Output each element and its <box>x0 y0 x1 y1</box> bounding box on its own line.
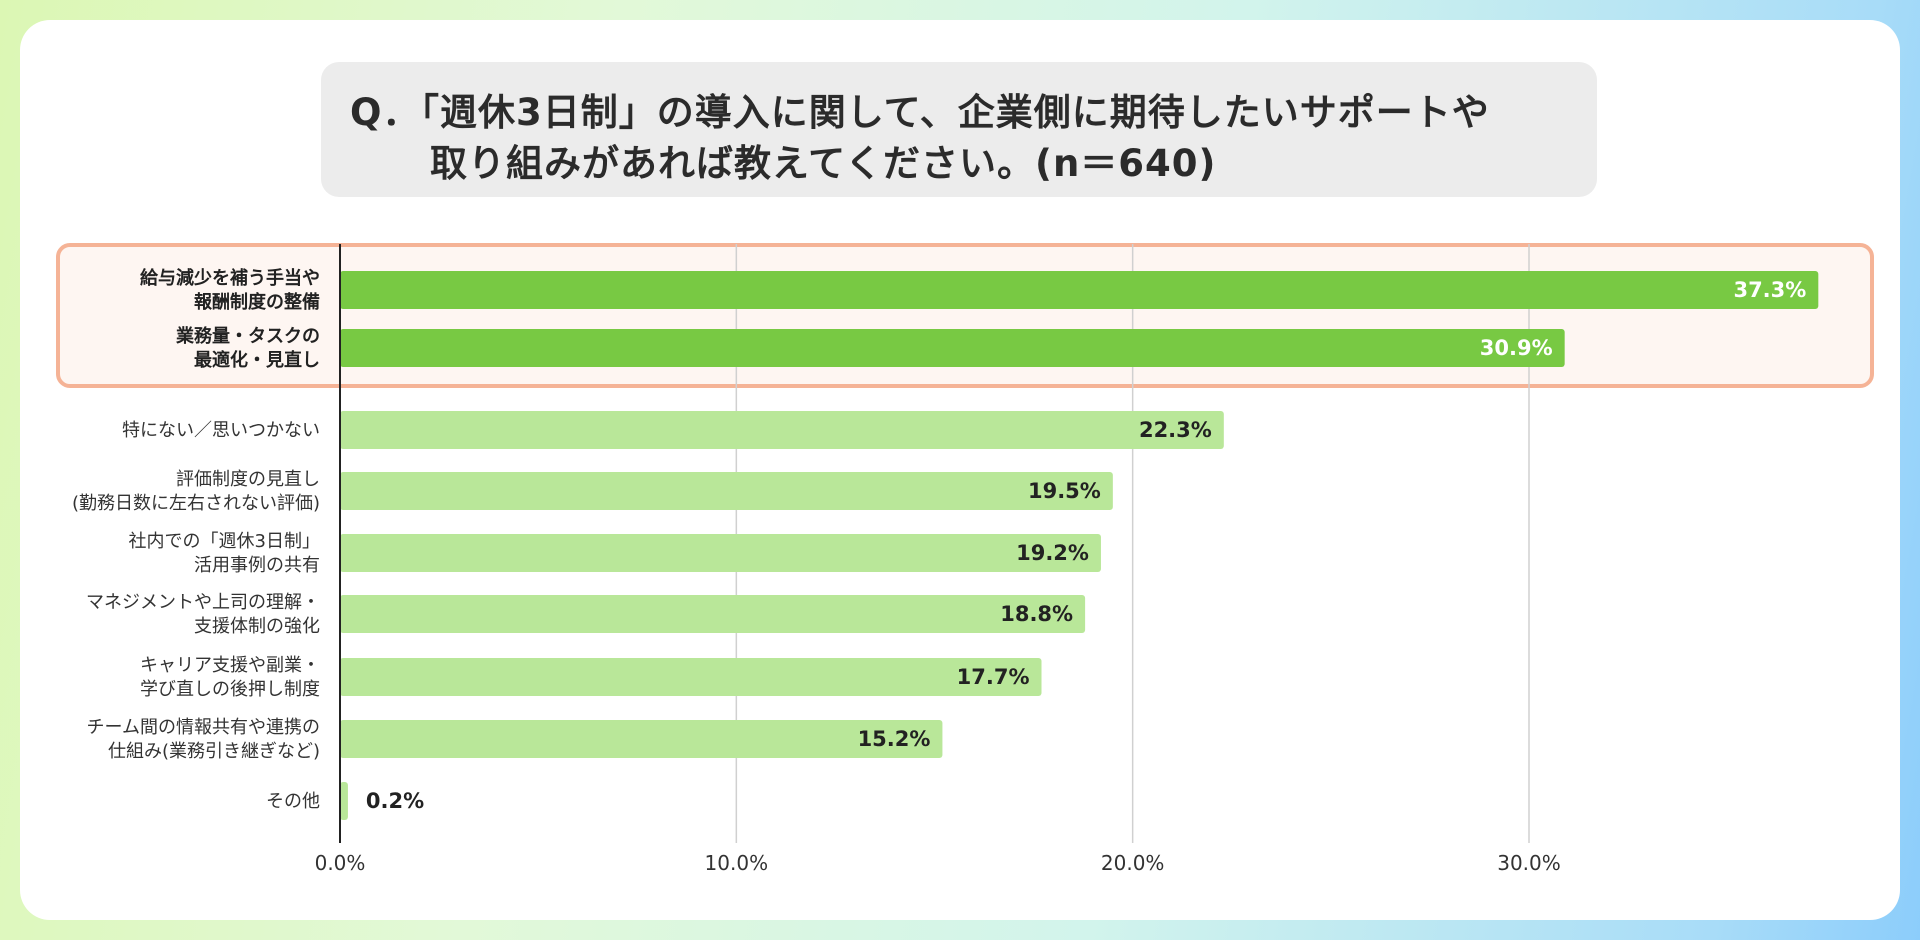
value-label: 30.9% <box>1480 336 1553 360</box>
x-tick-label: 30.0% <box>1497 851 1561 875</box>
category-label: その他 <box>266 791 320 812</box>
x-tick-label: 0.0% <box>315 851 366 875</box>
category-label: マネジメントや上司の理解・支援体制の強化 <box>86 592 320 637</box>
bar <box>340 271 1819 309</box>
x-tick-label: 20.0% <box>1101 851 1165 875</box>
category-label: キャリア支援や副業・学び直しの後押し制度 <box>140 655 320 700</box>
bar <box>340 658 1042 696</box>
category-label: 評価制度の見直し(勤務日数に左右されない評価) <box>72 469 320 514</box>
category-label: チーム間の情報共有や連携の仕組み(業務引き継ぎなど) <box>87 717 320 762</box>
value-label: 19.2% <box>1016 541 1089 565</box>
bar <box>340 534 1101 572</box>
bar <box>340 472 1113 510</box>
bar <box>340 329 1565 367</box>
bar <box>340 411 1224 449</box>
value-label: 17.7% <box>957 665 1030 689</box>
bar <box>340 595 1086 633</box>
chart-title-line-2: 取り組みがあれば教えてください。(n＝640) <box>430 142 1217 185</box>
category-label: 業務量・タスクの最適化・見直し <box>175 325 320 371</box>
chart-title-line-1: Q．「週休3日制」の導入に関して、企業側に期待したいサポートや <box>350 91 1490 134</box>
value-label: 15.2% <box>858 727 931 751</box>
category-label: 給与減少を補う手当や報酬制度の整備 <box>140 267 320 313</box>
category-label: 特にない／思いつかない <box>122 420 320 441</box>
category-label: 社内での「週休3日制」活用事例の共有 <box>129 531 320 576</box>
value-label: 0.2% <box>366 789 424 813</box>
value-label: 37.3% <box>1733 278 1806 302</box>
x-tick-label: 10.0% <box>705 851 769 875</box>
bar <box>340 782 348 820</box>
bar <box>340 720 943 758</box>
value-label: 22.3% <box>1139 418 1212 442</box>
title-box <box>321 62 1597 197</box>
value-label: 19.5% <box>1028 479 1101 503</box>
value-label: 18.8% <box>1000 602 1073 626</box>
